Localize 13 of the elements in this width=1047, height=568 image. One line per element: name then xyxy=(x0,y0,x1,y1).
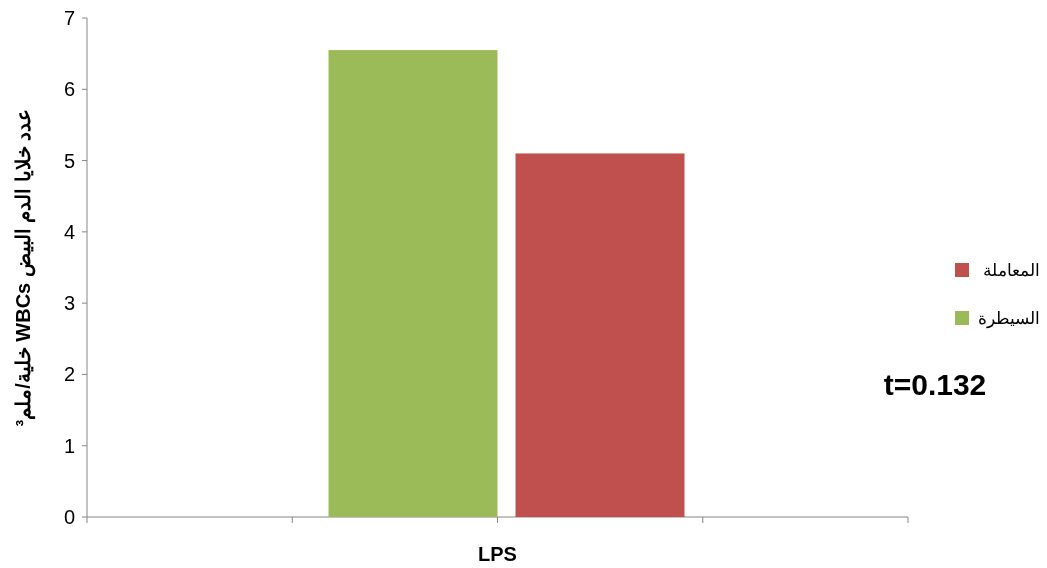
legend-label: المعاملة xyxy=(983,261,1040,280)
x-tick-label: LPS xyxy=(478,543,517,565)
y-tick-label: 2 xyxy=(63,363,75,386)
y-tick-label: 6 xyxy=(63,78,75,101)
y-tick-label: 3 xyxy=(63,292,75,315)
y-tick-label: 1 xyxy=(63,434,75,457)
legend-label: السيطرة xyxy=(978,309,1040,329)
annotation: t=0.132 xyxy=(883,368,987,401)
y-tick-label: 4 xyxy=(63,220,75,243)
y-tick-label: 5 xyxy=(63,149,75,172)
y-axis-title: عدد خلايا الدم البيض WBCs خلية/ملم³ xyxy=(12,108,36,427)
y-tick-label: 0 xyxy=(63,506,75,528)
y-tick-label: 7 xyxy=(63,7,75,29)
